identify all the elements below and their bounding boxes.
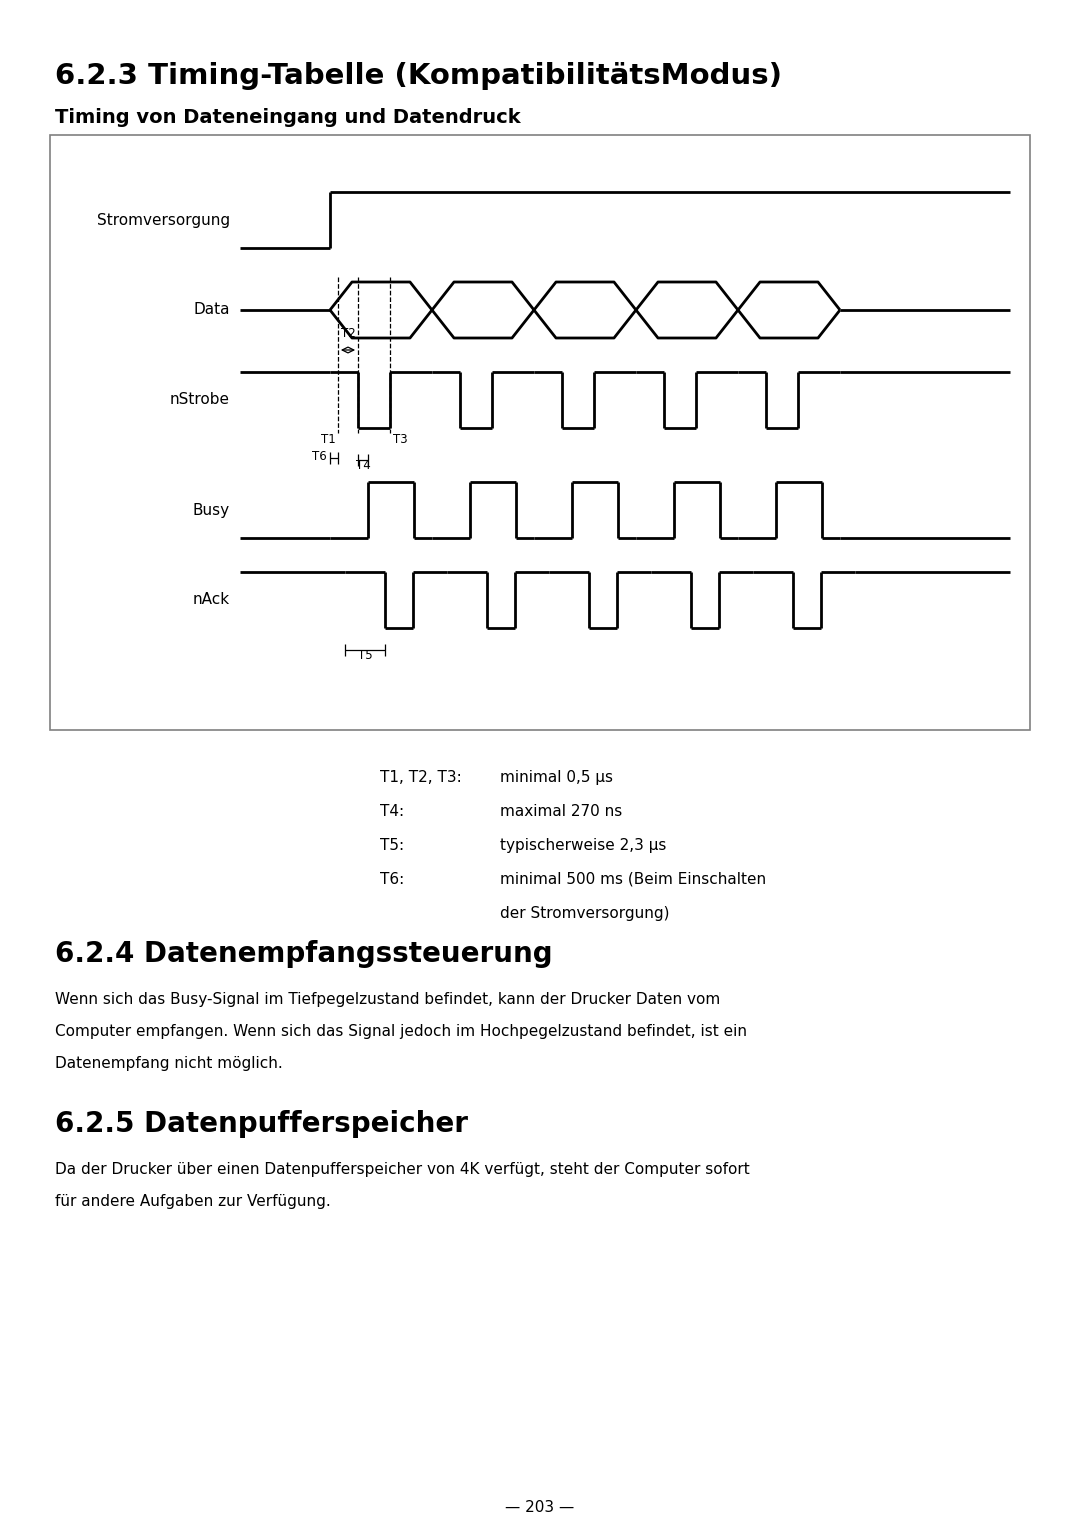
- Text: typischerweise 2,3 μs: typischerweise 2,3 μs: [500, 839, 666, 852]
- Text: T2: T2: [340, 327, 355, 340]
- Text: T1, T2, T3:: T1, T2, T3:: [380, 770, 462, 785]
- Text: nAck: nAck: [193, 592, 230, 607]
- Text: Busy: Busy: [193, 503, 230, 518]
- Text: Computer empfangen. Wenn sich das Signal jedoch im Hochpegelzustand befindet, is: Computer empfangen. Wenn sich das Signal…: [55, 1024, 747, 1039]
- Text: T4:: T4:: [380, 803, 404, 819]
- Text: T3: T3: [393, 432, 407, 446]
- Text: für andere Aufgaben zur Verfügung.: für andere Aufgaben zur Verfügung.: [55, 1194, 330, 1210]
- Text: 6.2.5 Datenpufferspeicher: 6.2.5 Datenpufferspeicher: [55, 1110, 468, 1137]
- Text: Da der Drucker über einen Datenpufferspeicher von 4K verfügt, steht der Computer: Da der Drucker über einen Datenpufferspe…: [55, 1162, 750, 1177]
- Text: T5: T5: [357, 648, 373, 662]
- Text: maximal 270 ns: maximal 270 ns: [500, 803, 622, 819]
- Text: 6.2.4 Datenempfangssteuerung: 6.2.4 Datenempfangssteuerung: [55, 940, 553, 967]
- Text: Timing von Dateneingang und Datendruck: Timing von Dateneingang und Datendruck: [55, 107, 521, 127]
- Text: Wenn sich das Busy-Signal im Tiefpegelzustand befindet, kann der Drucker Daten v: Wenn sich das Busy-Signal im Tiefpegelzu…: [55, 992, 720, 1007]
- Bar: [50, 135, 1030, 730]
- Text: T6:: T6:: [380, 872, 404, 888]
- Text: T1: T1: [321, 432, 336, 446]
- Text: Datenempfang nicht möglich.: Datenempfang nicht möglich.: [55, 1056, 283, 1072]
- Text: nStrobe: nStrobe: [170, 392, 230, 408]
- Text: 6.2.3 Timing-Tabelle (KompatibilitätsModus): 6.2.3 Timing-Tabelle (KompatibilitätsMod…: [55, 61, 782, 90]
- Text: T6: T6: [312, 449, 327, 463]
- Text: — 203 —: — 203 —: [505, 1499, 575, 1515]
- Text: minimal 500 ms (Beim Einschalten: minimal 500 ms (Beim Einschalten: [500, 872, 766, 888]
- Text: Stromversorgung: Stromversorgung: [97, 213, 230, 227]
- Text: Data: Data: [193, 302, 230, 317]
- Text: T4: T4: [355, 458, 370, 472]
- Text: der Stromversorgung): der Stromversorgung): [500, 906, 670, 921]
- Text: T5:: T5:: [380, 839, 404, 852]
- Text: minimal 0,5 μs: minimal 0,5 μs: [500, 770, 613, 785]
